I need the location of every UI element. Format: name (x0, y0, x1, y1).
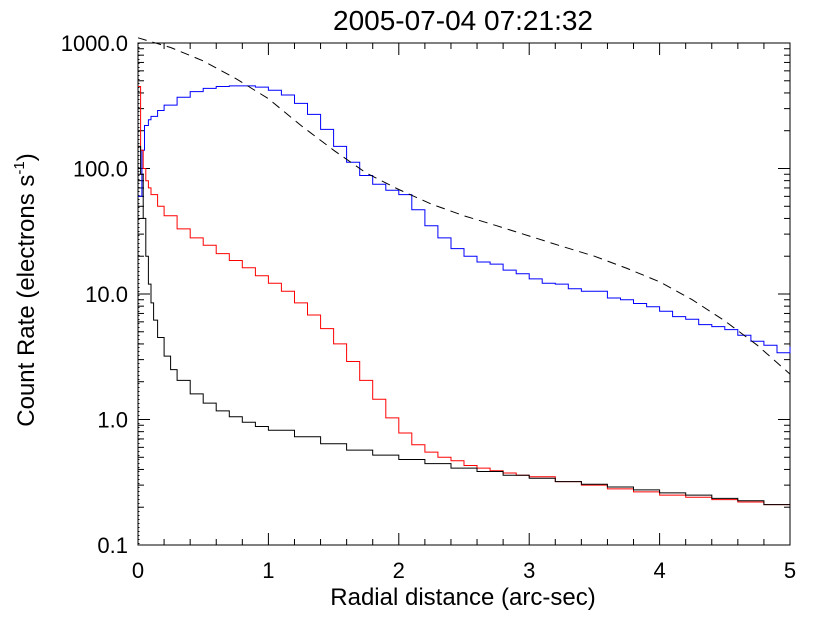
x-tick-label: 0 (132, 558, 144, 583)
x-tick-label: 1 (262, 558, 274, 583)
x-tick-label: 4 (653, 558, 665, 583)
x-tick-label: 3 (523, 558, 535, 583)
y-axis-title-prefix: Count Rate (electrons s (13, 175, 40, 427)
x-tick-labels: 0 1 2 3 4 5 (132, 558, 796, 583)
y-tick-label: 1000.0 (61, 31, 128, 56)
plot-frame (137, 42, 791, 546)
chart-title: 2005-07-04 07:21:32 (333, 5, 593, 36)
y-tick-label: 100.0 (73, 157, 128, 182)
y-axis-title: Count Rate (electrons s-1) (11, 153, 40, 426)
y-tick-label: 1.0 (97, 408, 128, 433)
x-axis-title: Radial distance (arc-sec) (330, 584, 595, 611)
y-tick-labels: 0.1 1.0 10.0 100.0 1000.0 (61, 31, 128, 558)
axis-ticks (137, 42, 791, 546)
y-axis-title-superscript: -1 (11, 161, 28, 174)
series-line-2 (138, 145, 791, 508)
plot-area (137, 37, 791, 545)
series-line-1 (138, 86, 791, 506)
y-tick-label: 0.1 (97, 533, 128, 558)
x-tick-label: 5 (784, 558, 796, 583)
y-tick-label: 10.0 (85, 282, 128, 307)
series-line-0 (138, 85, 791, 354)
model-curve-dashed-3 (137, 37, 791, 375)
y-axis-title-suffix: ) (13, 153, 40, 161)
x-tick-label: 2 (393, 558, 405, 583)
